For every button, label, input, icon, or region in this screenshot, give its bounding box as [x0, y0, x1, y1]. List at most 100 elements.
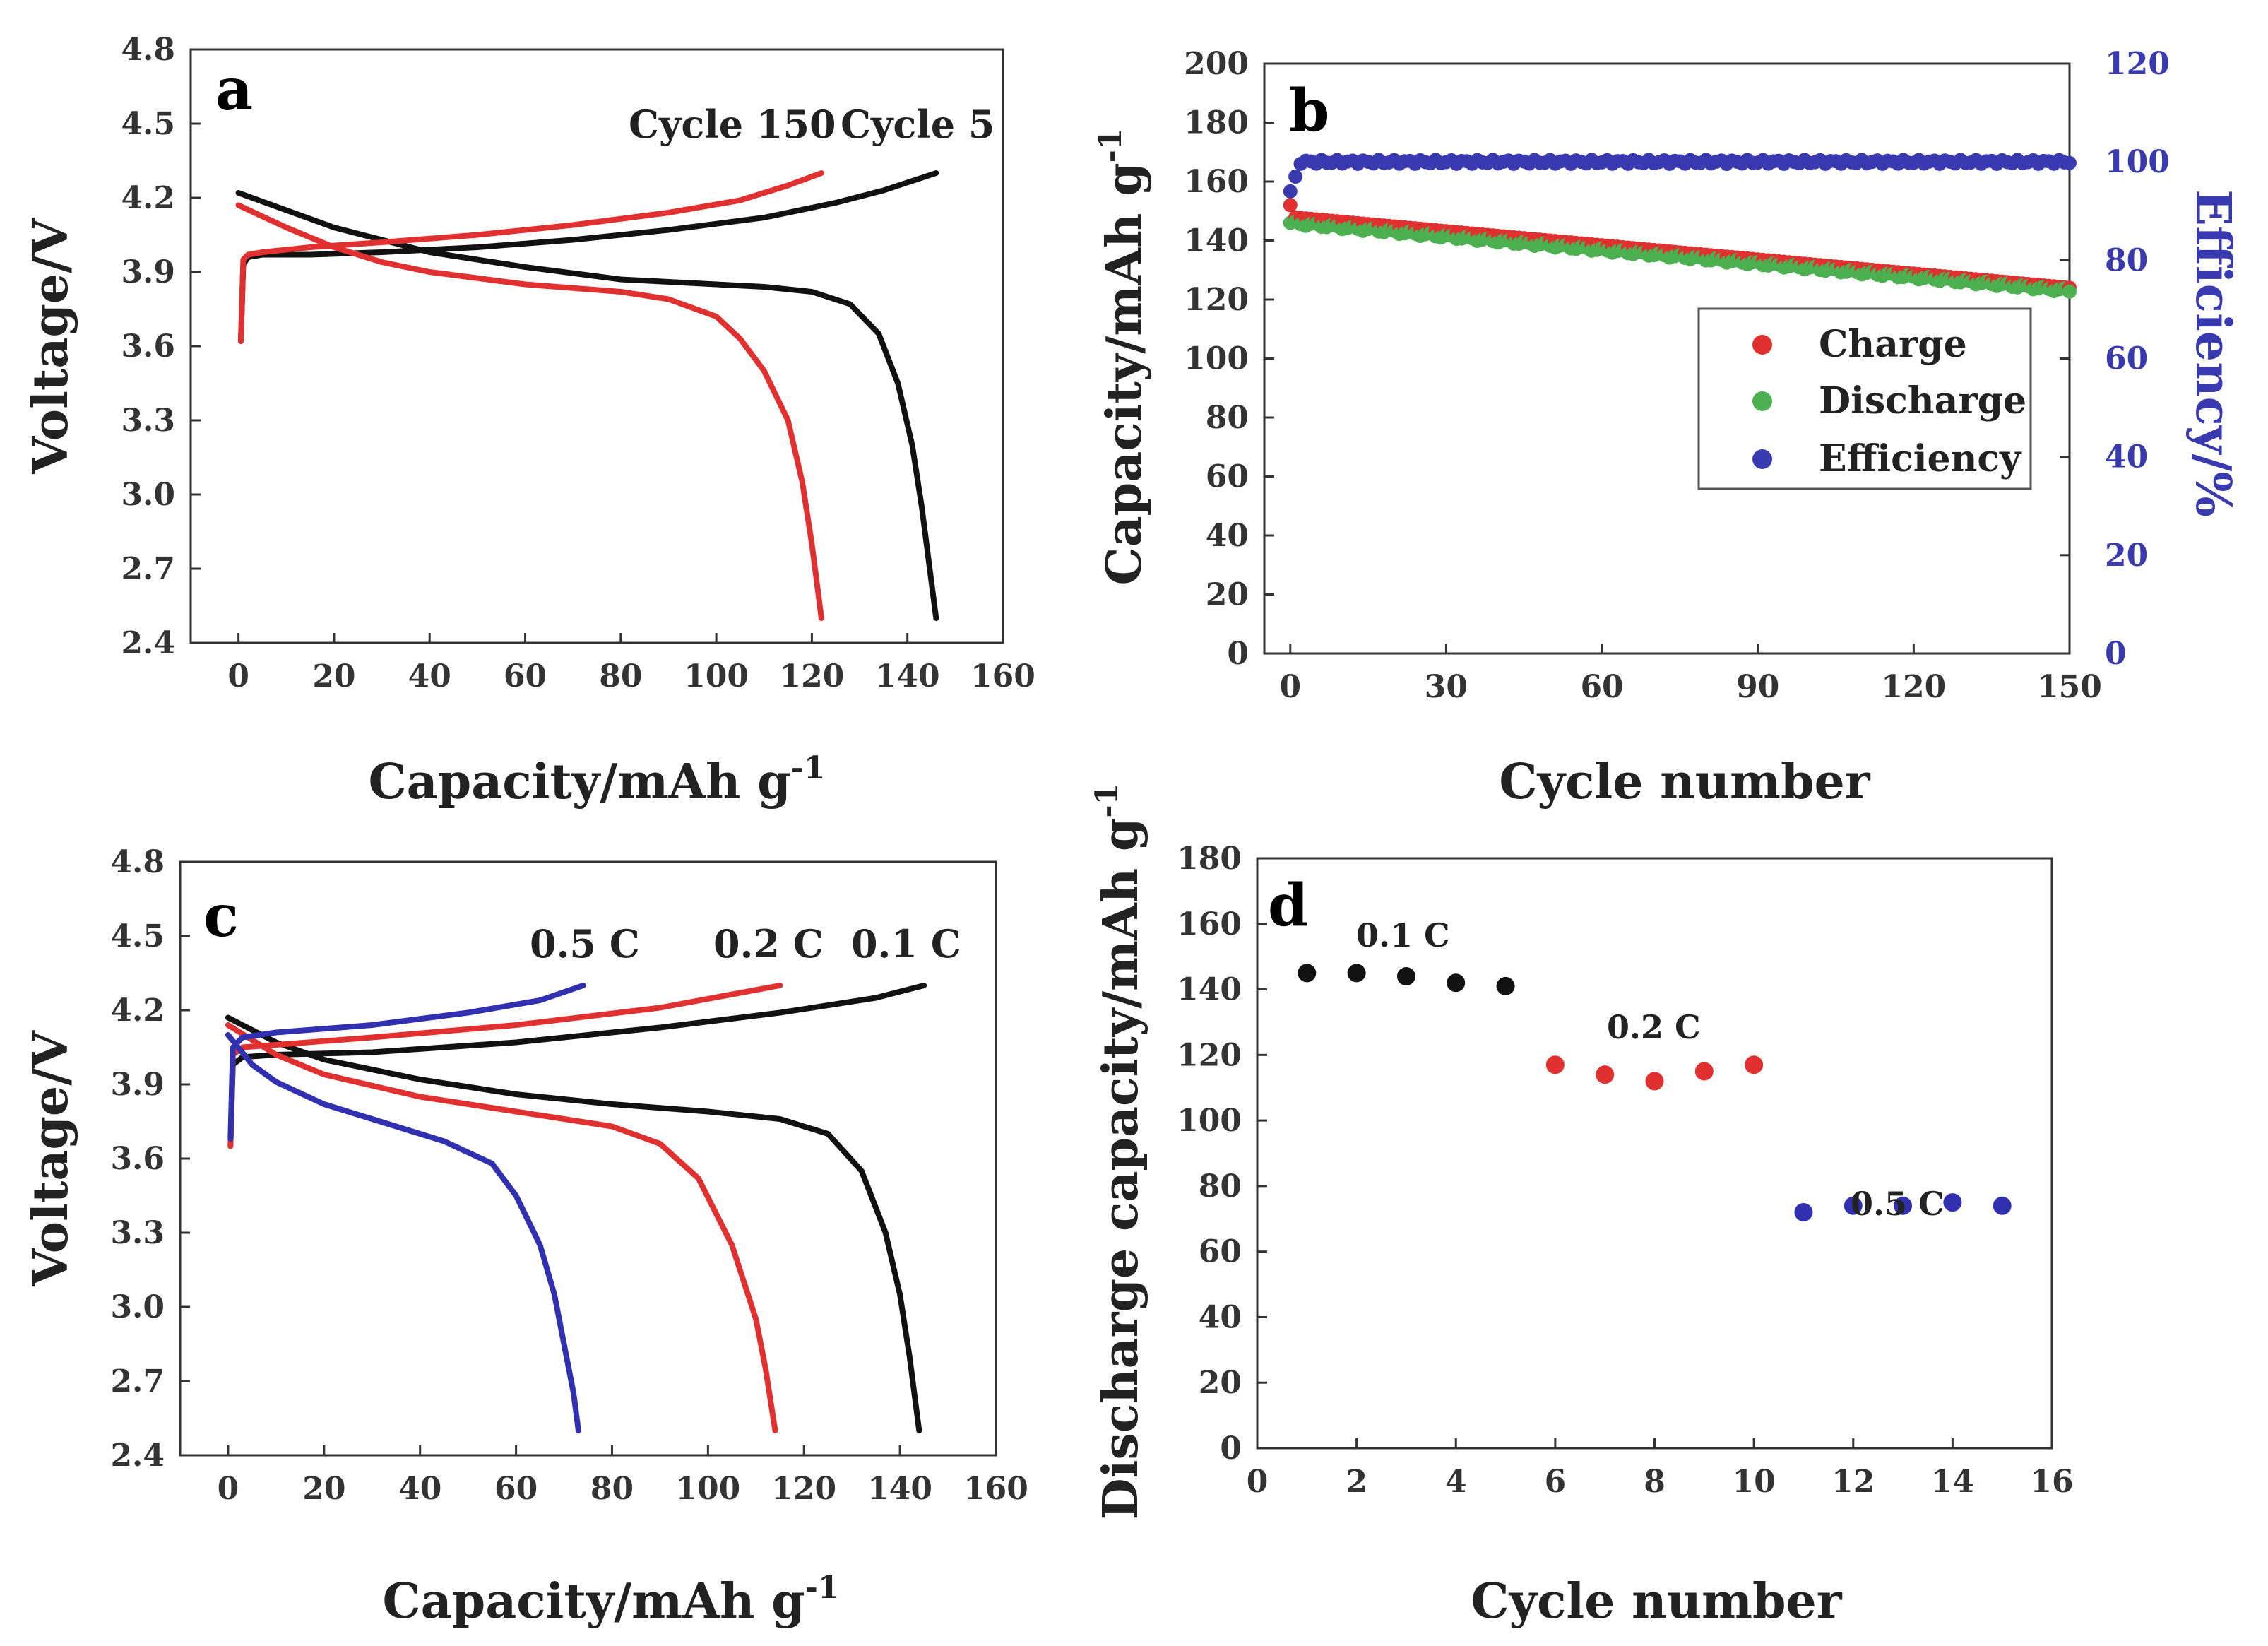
panel-a-xlabel-main: Capacity/mAh g [368, 754, 790, 810]
panel-b-ytick-label: 0 [1227, 636, 1249, 672]
panel-d-xtick-label: 6 [1545, 1464, 1567, 1500]
panel-b-legend: Charge Discharge Efficiency [1697, 307, 2032, 490]
point-0-5-c-cycle-15 [1993, 1196, 2012, 1215]
panel-a-ytick-label: 3.0 [121, 477, 175, 513]
panel-d-annotation-05c: 0.5 C [1851, 1185, 1945, 1223]
point-0-2-c-cycle-7 [1596, 1065, 1615, 1084]
panel-c-axes: 0 20 40 60 80 100 120 140 160 2.4 2.7 3.0 3.3 3.6 3.9 4… [110, 844, 1028, 1507]
legend-discharge-label: Discharge [1819, 379, 2026, 422]
panel-c-xlabel-sup: -1 [805, 1570, 840, 1606]
point-0-5-c-cycle-14 [1943, 1193, 1962, 1212]
panel-a-xlabel-sup: -1 [791, 750, 826, 786]
panel-b-ylabel: Capacity/mAh g-1 [1093, 128, 1153, 585]
panel-a-ytick-label: 2.4 [121, 625, 175, 661]
series-line-cycle-5-discharge [235, 190, 939, 621]
panel-a-xtick-label: 60 [504, 658, 547, 694]
panel-b-xtick-label: 150 [2037, 669, 2102, 705]
point-0-1-c-cycle-5 [1496, 976, 1515, 995]
legend-charge-marker [1752, 335, 1772, 355]
panel-c-annotation-05c: 0.5 C [530, 921, 640, 966]
panel-b-ytick-label: 20 [1206, 577, 1249, 613]
panel-b-axes: 0 30 60 90 120 150020406080100120140160180200… [1184, 46, 2170, 705]
panel-d-ylabel-main: Discharge capacity/mAh g [1093, 818, 1149, 1520]
panel-a-annotation-cycle150: Cycle 150 [629, 102, 836, 147]
panel-d-ytick-label: 160 [1177, 906, 1242, 942]
panel-a-ytick-label: 2.7 [121, 551, 175, 587]
panel-c-xtick-label: 80 [590, 1471, 634, 1507]
point-0-1-c-cycle-3 [1396, 967, 1415, 985]
panel-b-ytick-label: 60 [1206, 459, 1249, 495]
panel-d-ylabel-sup: -1 [1089, 783, 1125, 818]
panel-b-ytick-label: 180 [1184, 105, 1249, 141]
panel-b-ytick-label: 160 [1184, 164, 1249, 200]
panel-c-xtick-label: 100 [675, 1471, 740, 1507]
panel-b-y2tick-label: 120 [2105, 46, 2170, 82]
panel-c-xtick-label: 120 [771, 1471, 836, 1507]
panel-a-label: a [215, 56, 253, 124]
panel-b-series [1283, 153, 2077, 299]
panel-c-rate-voltage: 0 20 40 60 80 100 120 140 160 2.4 2.7 3.0 3.3 3.6 3.9 4… [23, 844, 1028, 1630]
panel-c-xtick-label: 140 [867, 1471, 932, 1507]
panel-d-ytick-label: 100 [1177, 1103, 1242, 1139]
series-line-cycle-150-discharge [235, 202, 824, 621]
panel-c-xtick-label: 20 [302, 1471, 345, 1507]
panel-d-xtick-label: 8 [1644, 1464, 1666, 1500]
panel-b-xlabel: Cycle number [1499, 754, 1870, 810]
panel-a-annotation-cycle5: Cycle 5 [841, 102, 995, 147]
panel-c-xtick-label: 40 [398, 1471, 441, 1507]
panel-d-label: d [1268, 872, 1308, 940]
series-line-cycle-5-charge [238, 170, 939, 344]
panel-c-ytick-label: 3.6 [110, 1141, 165, 1177]
panel-a-xtick-label: 100 [684, 658, 749, 694]
legend-efficiency-marker [1752, 449, 1772, 469]
efficiency-point [1283, 184, 1298, 199]
legend-efficiency-label: Efficiency [1819, 437, 2022, 480]
panel-a-xtick-label: 0 [227, 658, 249, 694]
panel-a-ytick-label: 3.6 [121, 328, 175, 365]
panel-c-ytick-label: 3.0 [110, 1289, 165, 1325]
panel-c-xlabel: Capacity/mAh g-1 [382, 1570, 839, 1630]
panel-b-y2tick-label: 100 [2105, 144, 2170, 180]
panel-b-ytick-label: 40 [1206, 518, 1249, 554]
panel-b-y2tick-label: 80 [2105, 242, 2148, 278]
panel-b-xtick-label: 90 [1736, 669, 1779, 705]
panel-b-xtick-label: 0 [1279, 669, 1301, 705]
panel-c-annotation-01c: 0.1 C [851, 921, 961, 966]
efficiency-point [2062, 155, 2077, 170]
panel-a-ytick-label: 4.8 [121, 32, 175, 68]
panel-d-xtick-label: 16 [2030, 1464, 2073, 1500]
panel-a-ytick-label: 4.5 [121, 106, 175, 142]
series-line-cycle-150-charge [238, 170, 824, 344]
panel-b-xtick-label: 30 [1425, 669, 1468, 705]
panel-c-series [225, 983, 927, 1433]
panel-a-ytick-label: 4.2 [121, 180, 175, 216]
point-0-1-c-cycle-1 [1298, 964, 1317, 983]
panel-d-xtick-label: 14 [1931, 1464, 1974, 1500]
legend-discharge-marker [1752, 391, 1772, 411]
panel-b-y2tick-label: 20 [2105, 538, 2148, 574]
point-0-5-c-cycle-11 [1794, 1203, 1813, 1221]
panel-b-ytick-label: 140 [1184, 223, 1249, 259]
legend-charge-label: Charge [1819, 323, 1967, 366]
panel-b-cycling: 0 30 60 90 120 150020406080100120140160180200… [1093, 46, 2241, 810]
panel-c-annotation-02c: 0.2 C [713, 921, 824, 966]
panel-d-ytick-label: 180 [1177, 841, 1242, 877]
panel-d-ytick-label: 140 [1177, 972, 1242, 1008]
panel-a-ylabel: Voltage/V [23, 218, 79, 475]
discharge-point [2062, 284, 2077, 299]
panel-b-ytick-label: 200 [1184, 46, 1249, 82]
panel-b-xtick-label: 60 [1580, 669, 1623, 705]
panel-d-xtick-label: 4 [1445, 1464, 1467, 1500]
panel-c-xtick-label: 60 [494, 1471, 538, 1507]
panel-c-ytick-label: 3.3 [110, 1215, 165, 1251]
panel-c-ytick-label: 3.9 [110, 1067, 165, 1103]
panel-c-ytick-label: 2.7 [110, 1363, 165, 1399]
panel-a-xtick-label: 80 [599, 658, 642, 694]
point-0-5-c-cycle-12 [1844, 1196, 1863, 1215]
panel-c-ylabel: Voltage/V [23, 1030, 79, 1287]
panel-d-ylabel: Discharge capacity/mAh g-1 [1089, 783, 1149, 1520]
point-0-2-c-cycle-10 [1745, 1055, 1764, 1074]
panel-d-series [1298, 964, 2012, 1221]
